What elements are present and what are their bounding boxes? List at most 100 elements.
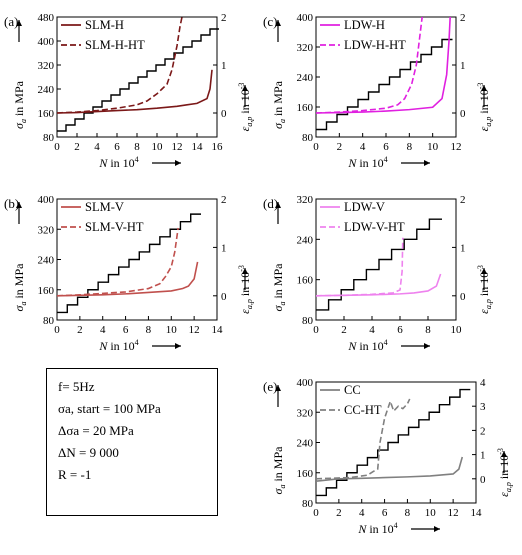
panel-a-series-slm-h [56,69,213,114]
panel-b-xtick-label: 2 [77,324,83,336]
panel-a-series-slm-h-ht [56,16,183,114]
panel-e-xtick-label: 12 [448,507,459,519]
panel-b-ylabel: σa in MPa [12,263,28,312]
panel-e-xtick-label: 0 [313,507,319,519]
panel-b-y2arrow-head [242,268,248,274]
panel-c-y2tick-label: 0 [460,108,466,120]
panel-e-y2tick-label: 1 [480,450,486,462]
panel-b-ytick-label: 160 [38,285,55,297]
panel-b-xarrow-head [175,343,181,349]
info-frequency: f= 5Hz [58,379,95,394]
info-load-ratio: R = -1 [58,467,92,482]
panel-e-xtick-label: 2 [336,507,342,519]
panel-c-stress-staircase [316,38,453,131]
panel-d-y2tick-label: 2 [460,194,466,206]
panel-a-xtick-label: 14 [192,141,204,153]
panel-d-ytick-label: 240 [297,234,314,246]
panel-d-legend-label: LDW-V [344,200,385,214]
panel-a-xtick-label: 2 [74,141,80,153]
panel-b-y2tick-label: 1 [221,242,227,254]
panel-e-y2tick-label: 0 [480,474,486,486]
panel-e-y2tick-label: 2 [480,425,486,437]
panel-b-label: (b) [4,196,19,211]
panel-b-legend-label: SLM-V-HT [85,220,144,234]
panel-a-xtick-label: 10 [152,141,164,153]
panel-c-xtick-label: 8 [407,141,413,153]
panel-c-ylabel: σa in MPa [271,80,287,129]
panel-e-ylabel: σa in MPa [271,446,287,495]
panel-c-y2tick-label: 2 [460,12,466,24]
panel-c-legend-label: LDW-H-HT [344,38,406,52]
panel-e-xtick-label: 8 [405,507,411,519]
panel-d-ytick-label: 320 [297,194,314,206]
panel-d-series-ldw-v [315,273,442,297]
panel-a-ytick-label: 400 [38,36,55,48]
panel-a-xtick-label: 0 [54,141,60,153]
panel-c-y2tick-label: 1 [460,60,466,72]
panel-c-xtick-label: 4 [360,141,366,153]
panel-b-ytick-label: 80 [43,315,55,327]
panel-d-xtick-label: 0 [313,324,319,336]
panel-d-y2arrow-head [481,268,487,274]
panel-a-legend-label: SLM-H [85,18,124,32]
panel-e-ytick-label: 400 [297,377,314,389]
panel-c-y2arrow-head [481,85,487,91]
panel-e-legend-label: CC-HT [344,403,382,417]
panel-d-xtick-label: 2 [341,324,347,336]
info-cycle-increment: ΔN = 9 000 [58,445,119,460]
panel-a-y2tick-label: 1 [221,60,227,72]
panel-c-legend-label: LDW-H [344,18,385,32]
panel-d-series-ldw-v-ht [315,237,404,297]
panel-b-xtick-label: 12 [189,324,200,336]
panel-e-legend-label: CC [344,383,361,397]
panel-e-xtick-label: 14 [471,507,483,519]
panel-a-ytick-label: 160 [38,108,55,120]
panel-c-xtick-label: 12 [451,141,462,153]
panel-d-xlabel: N in 104 [347,338,387,353]
panel-a-ytick-label: 80 [43,132,55,144]
panel-a-ytick-label: 240 [38,84,55,96]
panel-e-series-cc [315,456,464,483]
panel-d-y2tick-label: 0 [460,291,466,303]
panel-c-xtick-label: 6 [383,141,389,153]
panel-d-legend-label: LDW-V-HT [344,220,405,234]
panel-b-xtick-label: 4 [100,324,106,336]
panel-a-yarrow-head [16,20,22,26]
panel-a-y2arrow-head [242,85,248,91]
panel-b-ytick-label: 240 [38,255,55,267]
panel-e-label: (e) [263,379,277,394]
panel-a-xtick-label: 16 [212,141,224,153]
panel-e-yarrow-head [275,385,281,391]
panel-e-series-cc-ht [315,398,411,480]
panel-d-ytick-label: 160 [297,275,314,287]
panel-d-xtick-label: 6 [397,324,403,336]
panel-a-y2tick-label: 2 [221,12,227,24]
panel-e-stress-staircase [316,388,471,497]
panel-c-yarrow-head [275,20,281,26]
panel-e-ytick-label: 240 [297,438,314,450]
panel-e-xlabel: N in 104 [357,521,397,536]
panel-d-ylabel: σa in MPa [271,263,287,312]
info-stress-increment: Δσa = 20 MPa [58,423,134,438]
panel-c-xlabel: N in 104 [347,155,387,170]
panel-d-xtick-label: 8 [425,324,431,336]
panel-b-xtick-label: 14 [212,324,224,336]
panel-c-ytick-label: 160 [297,102,314,114]
panel-a-legend-label: SLM-H-HT [85,38,145,52]
panel-a-xlabel: N in 104 [98,155,138,170]
panel-a-label: (a) [4,14,18,29]
panel-b-y2tick-label: 2 [221,194,227,206]
panel-a-ylabel: σa in MPa [12,80,28,129]
panel-b-xtick-label: 8 [146,324,152,336]
panel-d-ytick-label: 80 [302,315,314,327]
panel-b-ytick-label: 320 [38,224,55,236]
panel-b-y2tick-label: 0 [221,291,227,303]
panel-b-xlabel: N in 104 [98,338,138,353]
panel-c-ytick-label: 240 [297,72,314,84]
panel-d-label: (d) [263,196,278,211]
panel-a-xtick-label: 12 [172,141,183,153]
panel-b-yarrow-head [16,202,22,208]
info-start-stress: σa, start = 100 MPa [58,401,161,416]
panel-e-y2tick-label: 3 [480,401,486,413]
